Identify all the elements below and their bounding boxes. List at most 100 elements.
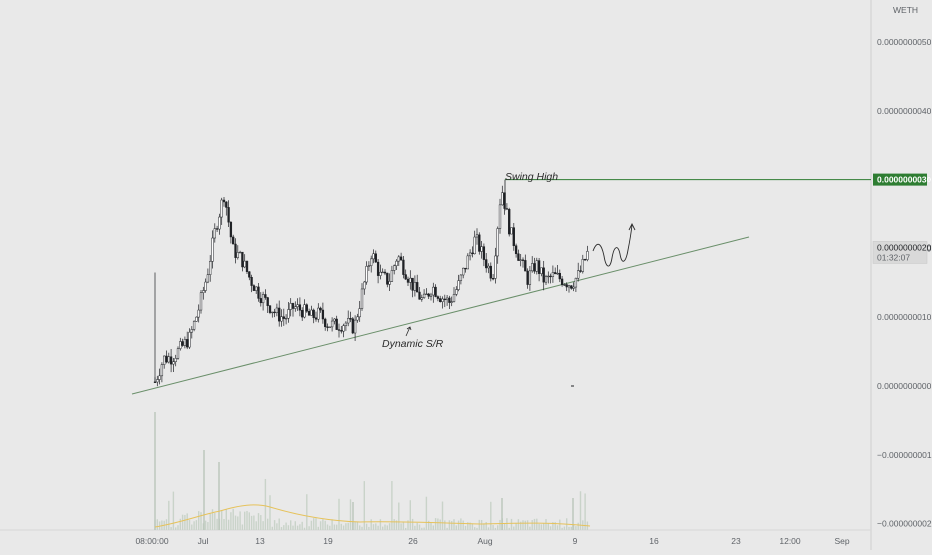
volume-bar xyxy=(513,526,515,530)
volume-bar xyxy=(306,494,308,530)
volume-spike xyxy=(203,450,205,530)
volume-bar xyxy=(494,527,497,530)
candle-body xyxy=(416,282,419,293)
candle-body xyxy=(455,289,458,295)
candle-body xyxy=(388,281,391,285)
candle-body xyxy=(487,265,490,269)
time-axis[interactable]: 08:00:00 Jul 13 19 26 Aug 9 16 23 12:00 Sep xyxy=(135,536,849,546)
volume-bar xyxy=(363,481,365,530)
volume-bar xyxy=(232,508,234,530)
candle-body xyxy=(445,297,449,300)
volume-bar xyxy=(278,518,280,530)
volume-bar xyxy=(276,523,278,530)
candle-body xyxy=(188,331,191,348)
candle-body xyxy=(567,285,571,288)
candle-body xyxy=(551,272,555,277)
volume-bar xyxy=(299,524,301,530)
candle-body xyxy=(574,277,578,288)
volume-bar xyxy=(193,521,195,530)
volume-bar xyxy=(175,527,177,530)
volume-bar xyxy=(418,524,421,530)
volume-bar xyxy=(221,510,223,530)
volume-bar xyxy=(361,526,363,530)
candle-body xyxy=(478,234,481,252)
volume-bar xyxy=(411,518,414,530)
volume-bar xyxy=(331,519,333,530)
candle-body xyxy=(533,263,536,272)
candle-body xyxy=(312,309,315,319)
volume-bar xyxy=(563,526,566,530)
candle-body xyxy=(167,356,170,363)
volume-bar xyxy=(416,522,418,530)
volume-bar xyxy=(520,521,522,530)
candle-body xyxy=(195,316,198,322)
volume-bar xyxy=(290,520,292,530)
volume-bar xyxy=(423,527,425,530)
volume-bar xyxy=(283,525,285,530)
volume-bar xyxy=(186,513,188,530)
candle-body xyxy=(379,271,382,276)
volume-bar xyxy=(345,523,347,530)
volume-bar xyxy=(439,519,441,530)
volume-bar xyxy=(253,515,255,530)
volume-bar xyxy=(476,527,478,530)
volume-bar xyxy=(536,518,538,530)
candle-body xyxy=(158,375,161,380)
volume-bar xyxy=(444,520,446,530)
candle-body xyxy=(326,326,329,328)
candle-body xyxy=(489,265,492,279)
candle-body xyxy=(517,253,520,261)
resistance-price-label: 0.0000000030 xyxy=(877,175,932,185)
x-tick-label: 9 xyxy=(573,536,578,546)
volume-bar xyxy=(492,525,494,530)
volume-bar xyxy=(543,522,545,530)
annotation-layer: Swing High Dynamic S/R xyxy=(382,171,636,350)
candle-body xyxy=(399,256,403,261)
volume-bar xyxy=(356,521,359,530)
candle-body xyxy=(273,311,276,314)
volume-bar xyxy=(386,525,388,530)
candles-layer xyxy=(153,179,589,387)
trendline-layer xyxy=(131,179,871,395)
volume-bar xyxy=(262,521,264,530)
volume-bar xyxy=(428,520,430,530)
volume-bar xyxy=(414,525,416,530)
volume-bar xyxy=(296,525,299,530)
candle-body xyxy=(466,255,469,270)
volume-bar xyxy=(257,513,260,530)
dynamic-sr-trendline[interactable] xyxy=(131,236,750,395)
volume-layer xyxy=(154,412,591,530)
candle-body xyxy=(542,267,545,283)
candle-body xyxy=(528,270,532,285)
volume-bar xyxy=(338,498,340,530)
candle-body xyxy=(526,270,529,285)
price-axis[interactable]: 0.0000000050 0.0000000040 0.0000000030 0.00… xyxy=(872,37,932,529)
candle-body xyxy=(342,325,345,332)
volume-bar xyxy=(172,491,175,530)
candle-body xyxy=(393,265,396,271)
candle-body xyxy=(390,270,394,282)
volume-bar xyxy=(561,527,563,530)
candle-body xyxy=(163,355,166,365)
candle-body xyxy=(356,316,359,321)
volume-bar xyxy=(225,509,227,530)
candle-body xyxy=(310,309,313,316)
volume-bar xyxy=(237,516,239,530)
candle-body xyxy=(307,311,311,316)
volume-bar xyxy=(255,521,257,530)
candle-body xyxy=(464,267,467,270)
candle-body xyxy=(579,270,582,272)
volume-spike xyxy=(218,462,220,530)
volume-bar xyxy=(499,519,501,530)
candle-body xyxy=(204,281,207,291)
volume-bar xyxy=(244,511,246,530)
candle-body xyxy=(227,207,230,223)
volume-bar xyxy=(241,524,244,530)
volume-bar xyxy=(269,495,271,530)
candle-body xyxy=(278,307,281,322)
candle-body xyxy=(250,276,253,286)
volume-bar xyxy=(347,522,349,530)
